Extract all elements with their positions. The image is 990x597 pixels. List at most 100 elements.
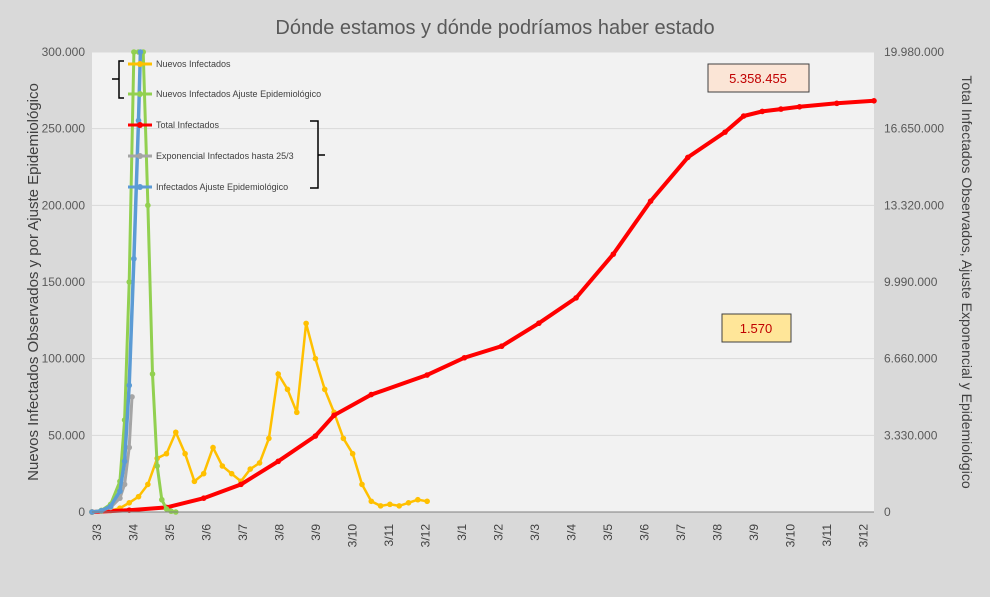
series-total-infectados-point	[312, 433, 319, 439]
series-group	[89, 49, 877, 515]
series-nuevos-ajuste-point	[145, 202, 151, 209]
series-total-infectados-point	[759, 108, 766, 115]
legend-marker	[137, 153, 143, 159]
x-tick-label: 3/3	[90, 524, 104, 541]
y-tick-label: 250.000	[42, 122, 86, 136]
y2-axis-label: Total Infectados Observados, Ajuste Expo…	[959, 75, 975, 488]
series-total-infectados-point	[796, 103, 803, 110]
legend-label: Nuevos Infectados Ajuste Epidemiológico	[156, 89, 321, 99]
legend-label: Total Infectados	[156, 120, 220, 130]
series-total-infectados-point	[573, 295, 579, 301]
series-infectados-ajuste-point	[126, 382, 133, 389]
series-nuevos-infectados-point	[349, 450, 356, 457]
series-nuevos-infectados-point	[182, 450, 188, 457]
series-total-infectados-point	[368, 391, 375, 398]
series-nuevos-infectados-point	[228, 470, 235, 477]
x-tick-label: 3/9	[747, 524, 761, 541]
y2-tick-label: 16.650.000	[884, 122, 944, 136]
series-total-infectados-point	[275, 458, 281, 465]
series-nuevos-infectados-point	[145, 481, 151, 488]
series-nuevos-infectados-point	[275, 371, 281, 377]
series-total-infectados-point	[238, 481, 244, 488]
series-nuevos-infectados-point	[284, 386, 291, 393]
series-nuevos-infectados-point	[340, 435, 347, 442]
series-nuevos-ajuste-point	[168, 508, 174, 515]
series-nuevos-infectados-point	[219, 463, 226, 469]
legend-marker	[137, 91, 143, 97]
x-tick-label: 3/4	[565, 524, 579, 541]
y-tick-label: 300.000	[42, 45, 86, 59]
legend-item: Nuevos Infectados	[128, 59, 231, 69]
x-tick-label: 3/11	[382, 524, 396, 547]
x-tick-label: 3/10	[346, 524, 360, 548]
series-total-infectados-point	[647, 198, 654, 204]
series-nuevos-infectados-point	[424, 498, 430, 505]
y-tick-label: 50.000	[48, 428, 85, 442]
x-tick-label: 3/11	[820, 524, 834, 547]
x-tick-label: 3/9	[309, 524, 323, 541]
x-tick-label: 3/7	[236, 524, 250, 541]
series-total-infectados-point	[740, 113, 747, 119]
series-nuevos-infectados-point	[247, 466, 254, 472]
x-tick-label: 3/7	[674, 524, 688, 541]
series-infectados-ajuste-point	[107, 503, 114, 510]
x-tick-label: 3/12	[857, 524, 871, 548]
y2-tick-label: 3.330.000	[884, 428, 938, 442]
y2-tick-label: 9.990.000	[884, 275, 938, 289]
legend-label: Nuevos Infectados	[156, 59, 231, 69]
legend-item: Infectados Ajuste Epidemiológico	[128, 182, 288, 192]
series-nuevos-infectados-point	[163, 450, 170, 457]
legend-marker	[137, 61, 143, 67]
legend-item: Exponencial Infectados hasta 25/3	[128, 151, 294, 161]
series-nuevos-ajuste-point	[154, 463, 160, 469]
series-infectados-ajuste-point	[98, 508, 105, 514]
series-nuevos-ajuste-point	[163, 506, 170, 512]
series-infectados-ajuste-point	[121, 458, 128, 465]
series-nuevos-infectados-point	[303, 320, 309, 327]
series-total-infectados-point	[871, 98, 877, 104]
y-tick-label: 0	[78, 505, 85, 519]
series-total-infectados-point	[610, 251, 617, 257]
x-tick-label: 3/6	[200, 524, 214, 541]
y2-tick-label: 13.320.000	[884, 198, 944, 212]
series-exponencial-point	[129, 394, 135, 400]
x-tick-label: 3/3	[528, 524, 542, 541]
chart-title: Dónde estamos y dónde podríamos haber es…	[275, 17, 714, 39]
legend-label: Exponencial Infectados hasta 25/3	[156, 151, 294, 161]
series-exponencial-point	[121, 481, 128, 488]
legend-marker	[137, 184, 143, 190]
series-nuevos-infectados-point	[135, 493, 142, 500]
series-infectados-ajuste-point	[137, 49, 144, 55]
series-total-infectados-line	[91, 98, 875, 514]
x-tick-label: 3/1	[455, 524, 469, 541]
series-total-infectados-point	[833, 100, 840, 107]
new-annotation-label: 1.570	[740, 321, 773, 336]
y2-tick-label: 19.980.000	[884, 45, 944, 59]
x-tick-label: 3/10	[784, 524, 798, 548]
series-nuevos-infectados-point	[387, 501, 393, 508]
legend-item: Total Infectados	[128, 120, 220, 130]
series-exponencial-point	[126, 444, 133, 451]
legend: Nuevos Infectados Nuevos Infectados Ajust…	[112, 59, 325, 192]
series-total-infectados-point	[498, 343, 505, 350]
y-tick-label: 200.000	[42, 198, 86, 212]
series-nuevos-ajuste-point	[149, 371, 156, 377]
series-nuevos-infectados-point	[191, 478, 198, 485]
y-axis-label: Nuevos Infectados Observados y por Ajust…	[25, 83, 42, 481]
x-tick-label: 3/4	[127, 524, 141, 541]
y-tick-label: 100.000	[42, 352, 86, 366]
series-nuevos-ajuste-point	[126, 279, 133, 285]
series-total-infectados-point	[331, 412, 337, 419]
series-nuevos-infectados-point	[377, 503, 384, 509]
x-tick-label: 3/5	[163, 524, 177, 541]
x-tick-label: 3/6	[638, 524, 652, 541]
series-nuevos-infectados-point	[312, 355, 319, 362]
legend-item: Nuevos Infectados Ajuste Epidemiológico	[128, 89, 321, 99]
series-nuevos-infectados-point	[396, 503, 403, 509]
series-nuevos-infectados-point	[294, 409, 300, 416]
series-infectados-ajuste-point	[131, 255, 137, 262]
series-total-infectados-point	[536, 320, 542, 327]
series-nuevos-ajuste-point	[131, 49, 137, 55]
axes-group: 0 0 50.000 3.330.000 100.000 6.660.000 150.000…	[42, 45, 945, 547]
